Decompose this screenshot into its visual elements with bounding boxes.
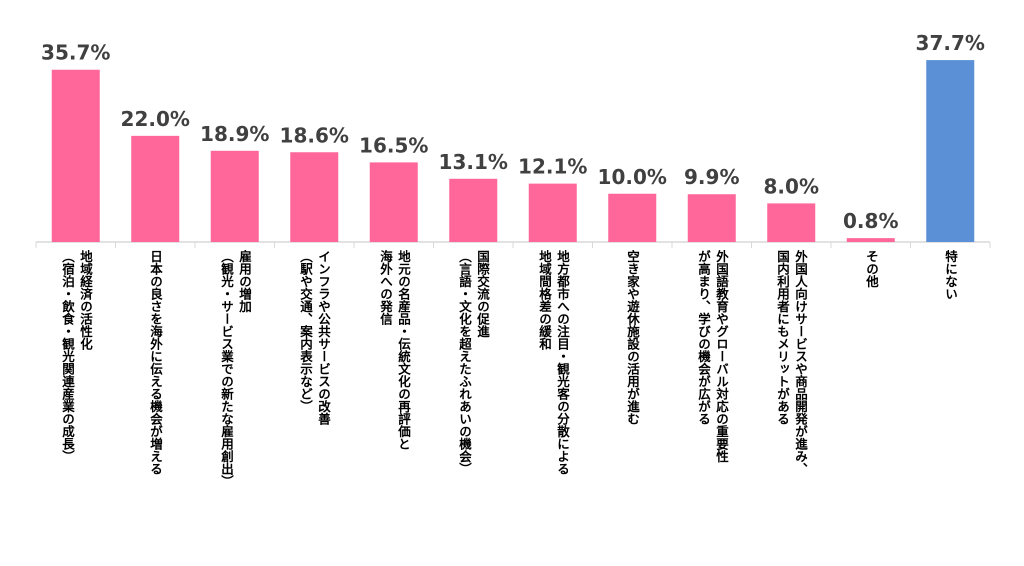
bar-8 <box>608 193 657 242</box>
data-label-1: 35.7% <box>41 41 110 65</box>
data-label-4: 18.6% <box>280 123 349 147</box>
data-label-9: 9.9% <box>684 165 739 189</box>
bar-11 <box>846 238 895 242</box>
data-label-6: 13.1% <box>439 150 508 174</box>
data-label-7: 12.1% <box>518 155 587 179</box>
data-label-8: 10.0% <box>598 165 667 189</box>
data-label-3: 18.9% <box>200 122 269 146</box>
bar-12 <box>926 60 975 242</box>
data-label-5: 16.5% <box>359 133 428 157</box>
bar-4 <box>290 152 339 242</box>
category-label-8: 空き家や遊休施設の活用が進む <box>625 250 640 425</box>
data-label-10: 8.0% <box>764 174 819 198</box>
bar-10 <box>767 203 816 242</box>
data-label-11: 0.8% <box>843 209 898 233</box>
bar-6 <box>449 178 498 242</box>
bar-7 <box>528 183 577 242</box>
data-label-2: 22.0% <box>121 107 190 131</box>
category-label-7: 地方都市への注目・観光客の分散による 地域間格差の緩和 <box>537 250 570 475</box>
bar-5 <box>369 162 418 242</box>
bar-2 <box>131 135 180 242</box>
category-label-1: 地域経済の活性化 （宿泊・飲食・観光関連産業の成長） <box>60 250 93 463</box>
category-label-10: 外国人向けサービスや商品開発が進み、 国内利用者にもメリットがある <box>775 250 808 475</box>
data-label-12: 37.7% <box>916 31 985 55</box>
bar-3 <box>210 150 259 242</box>
bar-9 <box>687 194 736 242</box>
category-label-4: インフラや公共サービスの改善 （駅や交通、案内表示など） <box>298 250 331 425</box>
category-label-12: 特にない <box>943 250 958 300</box>
category-label-11: その他 <box>864 250 879 288</box>
category-label-5: 地元の名産品・伝統文化の再評価と 海外への発信 <box>378 250 411 450</box>
bar-1 <box>51 69 100 242</box>
category-label-9: 外国語教育やグローバル対応の重要性 が高まり、学びの機会が広がる <box>696 250 729 463</box>
category-label-6: 国際交流の促進 （言語・文化を超えたふれあいの機会） <box>457 250 490 475</box>
category-label-2: 日本の良さを海外に伝える機会が増える <box>148 250 163 475</box>
category-label-3: 雇用の増加 （観光・サービス業での新たな雇用創出） <box>219 250 252 488</box>
